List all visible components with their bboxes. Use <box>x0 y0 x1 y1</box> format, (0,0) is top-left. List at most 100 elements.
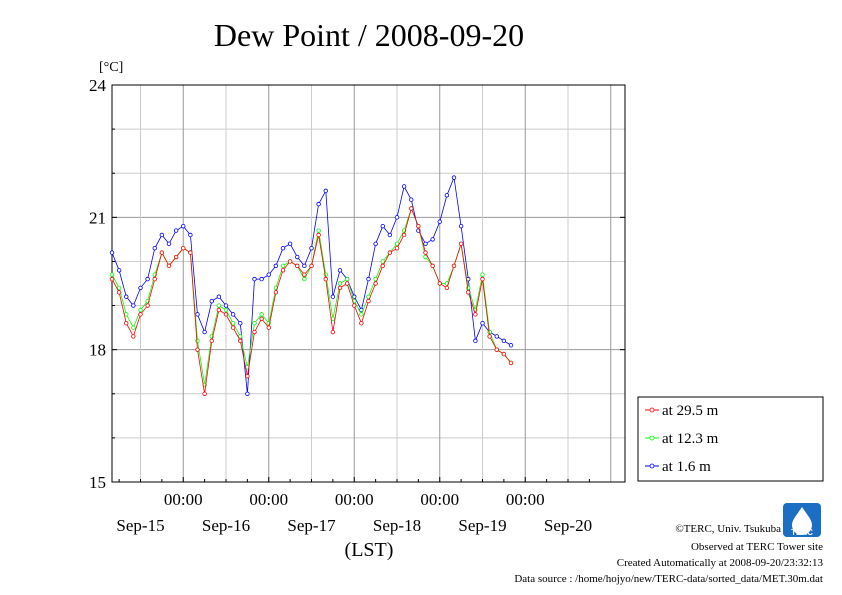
data-point <box>173 254 179 260</box>
data-point <box>508 360 514 366</box>
legend-item: at 1.6 m <box>645 459 711 475</box>
data-point <box>138 285 143 291</box>
logo-text: TERC <box>791 528 813 537</box>
data-point <box>195 312 200 317</box>
data-point <box>316 201 321 207</box>
data-point <box>252 321 257 326</box>
data-point <box>480 321 485 326</box>
data-point <box>316 228 321 233</box>
credit-copyright: ©TERC, Univ. Tsukuba <box>675 523 781 535</box>
series-at-1-6-m <box>109 175 514 396</box>
data-point <box>188 232 193 238</box>
data-point <box>181 223 186 229</box>
y-tick-label: 24 <box>89 76 107 95</box>
data-point <box>380 259 385 264</box>
data-point <box>337 268 343 273</box>
x-time-label: 00:00 <box>249 490 288 509</box>
credit-source: Data source : /home/hojyo/new/TERC-data/… <box>514 573 823 585</box>
data-point <box>287 259 293 264</box>
data-point <box>309 263 314 269</box>
data-point <box>466 290 471 295</box>
data-point <box>159 250 165 255</box>
data-point <box>124 294 129 299</box>
credit-created: Created Automatically at 2008-09-20/23:3… <box>617 557 824 569</box>
data-point <box>252 329 257 335</box>
data-point <box>394 215 400 220</box>
data-point <box>223 307 229 313</box>
legend: at 29.5 m at 12.3 m at 1.6 m <box>637 396 824 482</box>
legend-label: at 12.3 m <box>662 431 719 447</box>
data-point <box>259 276 264 282</box>
data-point <box>273 290 279 295</box>
y-tick-label: 18 <box>89 341 106 360</box>
data-point <box>458 223 464 229</box>
data-point <box>437 219 442 224</box>
data-point <box>124 312 129 317</box>
data-point <box>423 250 428 255</box>
legend-item: at 12.3 m <box>645 431 719 447</box>
data-point <box>109 272 115 277</box>
data-point <box>366 276 371 282</box>
data-point <box>394 246 400 251</box>
data-point <box>487 329 492 335</box>
data-point <box>280 246 286 251</box>
data-point <box>473 312 478 317</box>
data-point <box>152 246 157 251</box>
credit-observed: Observed at TERC Tower site <box>691 541 823 553</box>
data-point <box>337 281 343 286</box>
data-point <box>116 268 122 273</box>
data-point <box>501 351 507 357</box>
x-date-label: Sep-19 <box>458 516 506 535</box>
data-point <box>423 254 428 260</box>
x-date-label: Sep-16 <box>202 516 250 535</box>
chart-title: Dew Point / 2008-09-20 <box>214 17 524 53</box>
data-point <box>124 321 129 326</box>
data-point <box>387 250 393 255</box>
data-point <box>245 391 250 396</box>
x-time-label: 00:00 <box>420 490 459 509</box>
data-point <box>359 312 364 317</box>
data-point <box>181 246 186 251</box>
data-point <box>280 263 286 269</box>
legend-marker <box>649 463 655 469</box>
data-point <box>280 268 286 273</box>
data-point <box>287 241 293 246</box>
data-point <box>145 276 150 282</box>
data-point <box>437 281 442 286</box>
series-at-29-5-m <box>109 206 514 396</box>
data-point <box>444 193 450 198</box>
x-axis-label: (LST) <box>345 539 394 561</box>
data-point <box>116 290 122 295</box>
data-point <box>259 312 264 317</box>
data-point <box>451 175 457 180</box>
data-point <box>252 276 257 282</box>
data-point <box>309 246 314 251</box>
legend-label: at 1.6 m <box>662 459 711 475</box>
data-point <box>295 254 300 260</box>
data-point <box>330 294 336 299</box>
data-point <box>323 276 328 282</box>
data-point <box>138 312 143 317</box>
data-point <box>131 325 136 330</box>
data-point <box>366 298 371 304</box>
data-point <box>323 188 328 194</box>
y-axis-ticks: 24 21 18 15 <box>89 76 625 492</box>
data-point <box>458 241 464 246</box>
data-point <box>259 316 264 321</box>
data-point <box>238 334 243 339</box>
data-point <box>473 338 478 344</box>
data-point <box>302 272 307 277</box>
data-point <box>159 232 165 238</box>
data-point <box>316 232 321 238</box>
data-point <box>387 232 393 238</box>
data-point <box>131 303 136 308</box>
data-point <box>195 338 200 344</box>
legend-marker <box>649 407 655 413</box>
data-point <box>344 281 350 286</box>
data-point <box>202 329 207 335</box>
data-point <box>451 263 457 269</box>
data-point <box>487 334 492 339</box>
data-point <box>202 391 207 396</box>
data-point <box>245 373 250 379</box>
data-point <box>430 263 435 269</box>
